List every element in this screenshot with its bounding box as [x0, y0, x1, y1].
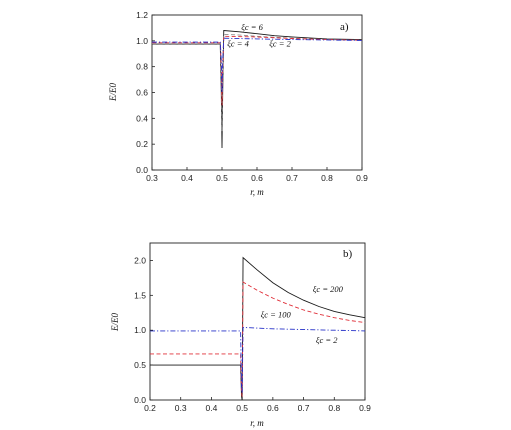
plot-frame-a — [151, 14, 363, 171]
series-annotation: ξc = 200 — [313, 284, 344, 294]
series-line-black — [150, 256, 366, 401]
chart-panel-a: 0.3 0.4 0.5 0.6 0.7 0.8 0.9 0.0 0.2 0.4 0.6 0.8 1.0… — [108, 10, 368, 197]
panel-label-b: b) — [343, 248, 353, 260]
y-tick-label: 1.5 — [134, 290, 146, 300]
series-annotation: ξc = 2 — [316, 335, 338, 345]
x-tick-label: 0.3 — [146, 173, 158, 183]
plot-frame-b — [149, 242, 366, 401]
x-tick-label: 0.6 — [251, 173, 263, 183]
x-tick-label: 0.2 — [144, 403, 156, 413]
x-tick-label: 0.4 — [206, 403, 218, 413]
x-tick-label: 0.8 — [321, 173, 333, 183]
x-axis-label-a: r, m — [250, 187, 264, 197]
series-annotation: ξc = 2 — [269, 39, 291, 49]
y-tick-label: 2.0 — [134, 255, 146, 265]
y-tick-label: 1.2 — [136, 10, 148, 20]
y-axis-label-b: E/E0 — [110, 313, 120, 332]
x-tick-label: 0.9 — [359, 403, 371, 413]
x-tick-label: 0.7 — [298, 403, 310, 413]
series-line-blue — [150, 326, 366, 394]
series-annotation: ξc = 100 — [261, 310, 292, 320]
panel-label-a: a) — [340, 21, 349, 33]
series-annotation: ξc = 4 — [227, 39, 249, 49]
y-tick-label: 1.0 — [136, 36, 148, 46]
series-annotation: ξc = 6 — [241, 22, 263, 32]
x-axis-label-b: r, m — [250, 418, 264, 428]
y-tick-label: 0.0 — [136, 165, 148, 175]
x-tick-label: 0.8 — [328, 403, 340, 413]
x-tick-label: 0.5 — [236, 403, 248, 413]
y-tick-label: 0.5 — [134, 360, 146, 370]
series-line-red — [152, 35, 363, 106]
y-tick-label: 0.0 — [134, 395, 146, 405]
y-tick-label: 0.2 — [136, 139, 148, 149]
series-line-gray — [152, 33, 363, 132]
x-tick-label: 0.3 — [175, 403, 187, 413]
y-tick-label: 0.8 — [136, 62, 148, 72]
x-tick-label: 0.9 — [356, 173, 368, 183]
series-line-blue — [152, 37, 363, 93]
x-tick-label: 0.4 — [181, 173, 193, 183]
x-tick-label: 0.5 — [216, 173, 228, 183]
series-line-red — [150, 281, 366, 397]
y-tick-label: 0.4 — [136, 113, 148, 123]
x-tick-label: 0.6 — [267, 403, 279, 413]
x-tick-label: 0.7 — [286, 173, 298, 183]
chart-panel-b: 0.2 0.3 0.4 0.5 0.6 0.7 0.8 0.9 0.0 0.5 1.0 1.5 2.0… — [110, 242, 371, 428]
series-line-black — [152, 30, 363, 149]
y-axis-label-a: E/E0 — [108, 83, 118, 102]
y-tick-label: 0.6 — [136, 88, 148, 98]
y-tick-label: 1.0 — [134, 325, 146, 335]
